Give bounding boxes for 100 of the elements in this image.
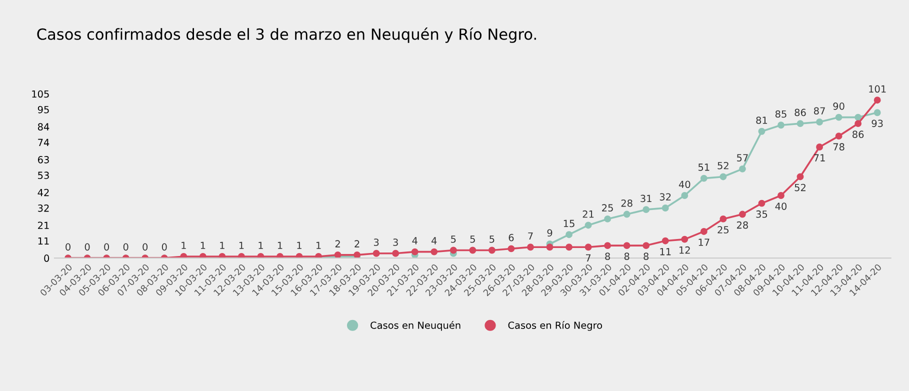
data-label: 0 — [142, 243, 148, 251]
y-tick-label: 84 — [38, 123, 50, 131]
point — [835, 132, 842, 140]
data-label: 40 — [678, 180, 690, 188]
legend-label: Casos en Río Negro — [508, 321, 602, 331]
data-label: 0 — [84, 243, 90, 251]
point — [584, 244, 592, 251]
data-label: 8 — [605, 252, 610, 260]
data-label: 12 — [680, 246, 690, 254]
point — [469, 246, 476, 254]
data-label: 51 — [698, 164, 710, 171]
data-label: 1 — [200, 242, 206, 249]
y-tick-label: 53 — [38, 172, 49, 179]
data-label: 17 — [698, 238, 710, 246]
point — [778, 122, 784, 129]
point — [623, 210, 630, 218]
data-label: 101 — [869, 85, 886, 93]
data-label: 4 — [412, 237, 418, 244]
y-tick-label: 11 — [38, 237, 49, 245]
data-label: 90 — [833, 102, 844, 110]
point — [796, 120, 804, 128]
point — [874, 109, 881, 116]
y-tick-label: 32 — [38, 204, 49, 212]
data-label: 28 — [621, 199, 632, 207]
chart-title: Casos confirmados desde el 3 de marzo en Neuquén y Río Negro. — [37, 27, 536, 43]
data-label: 28 — [736, 221, 748, 229]
point — [411, 248, 418, 256]
y-tick-label: 63 — [38, 156, 49, 164]
data-label: 7 — [586, 254, 591, 262]
point — [527, 244, 534, 251]
data-label: 52 — [718, 162, 728, 170]
point — [854, 114, 862, 121]
data-label: 8 — [644, 252, 649, 260]
data-label: 57 — [737, 154, 748, 162]
data-label: 0 — [66, 243, 70, 251]
y-tick-label: 21 — [38, 222, 49, 229]
data-label: 93 — [872, 120, 883, 128]
data-label: 52 — [794, 184, 806, 192]
point — [681, 236, 688, 243]
data-label: 0 — [162, 243, 167, 251]
data-label: 3 — [374, 238, 379, 246]
data-label: 2 — [335, 240, 340, 248]
y-tick-label: 95 — [38, 106, 49, 114]
point — [778, 192, 784, 199]
point — [681, 192, 688, 199]
data-label: 1 — [278, 242, 282, 249]
point — [700, 228, 708, 235]
data-label: 35 — [756, 210, 768, 218]
y-tick-label: 105 — [32, 90, 49, 98]
point — [854, 120, 862, 128]
point — [720, 173, 727, 180]
data-label: 9 — [547, 229, 552, 237]
data-label: 0 — [123, 243, 128, 251]
point — [758, 128, 766, 135]
data-label: 0 — [104, 243, 110, 251]
point — [738, 165, 746, 172]
point — [796, 173, 804, 180]
data-label: 5 — [490, 236, 494, 243]
point — [642, 206, 650, 214]
point — [662, 237, 669, 244]
data-label: 11 — [660, 248, 671, 256]
data-label: 86 — [794, 108, 806, 116]
y-tick-label: 42 — [38, 188, 49, 196]
data-label: 85 — [775, 110, 786, 118]
data-label: 32 — [660, 193, 671, 201]
data-label: 25 — [718, 226, 729, 234]
data-label: 5 — [451, 236, 456, 243]
data-label: 15 — [564, 220, 574, 228]
data-label: 81 — [756, 116, 768, 124]
point — [623, 242, 630, 250]
point — [738, 210, 746, 218]
point — [508, 245, 515, 252]
point — [488, 246, 496, 254]
data-label: 1 — [258, 242, 263, 249]
point — [700, 174, 708, 182]
point — [566, 244, 572, 251]
y-tick-label: 74 — [38, 138, 50, 146]
point — [874, 96, 881, 104]
data-label: 31 — [640, 194, 652, 202]
point — [604, 242, 612, 250]
data-label: 3 — [393, 238, 398, 246]
point — [392, 250, 400, 257]
data-label: 71 — [814, 154, 825, 162]
data-label: 7 — [528, 232, 533, 240]
point — [662, 204, 669, 212]
point — [642, 242, 650, 250]
data-label: 1 — [182, 242, 186, 249]
data-label: 1 — [220, 242, 224, 249]
data-label: 4 — [432, 237, 437, 244]
point — [546, 244, 554, 251]
point — [604, 215, 612, 222]
data-label: 78 — [833, 143, 844, 151]
data-label: 2 — [354, 240, 360, 248]
point — [816, 144, 823, 150]
point — [566, 231, 572, 238]
point — [430, 248, 438, 256]
data-label: 25 — [602, 204, 613, 212]
data-label: 40 — [775, 202, 787, 210]
point — [816, 118, 823, 126]
legend-label: Casos en Neuquén — [370, 321, 460, 331]
